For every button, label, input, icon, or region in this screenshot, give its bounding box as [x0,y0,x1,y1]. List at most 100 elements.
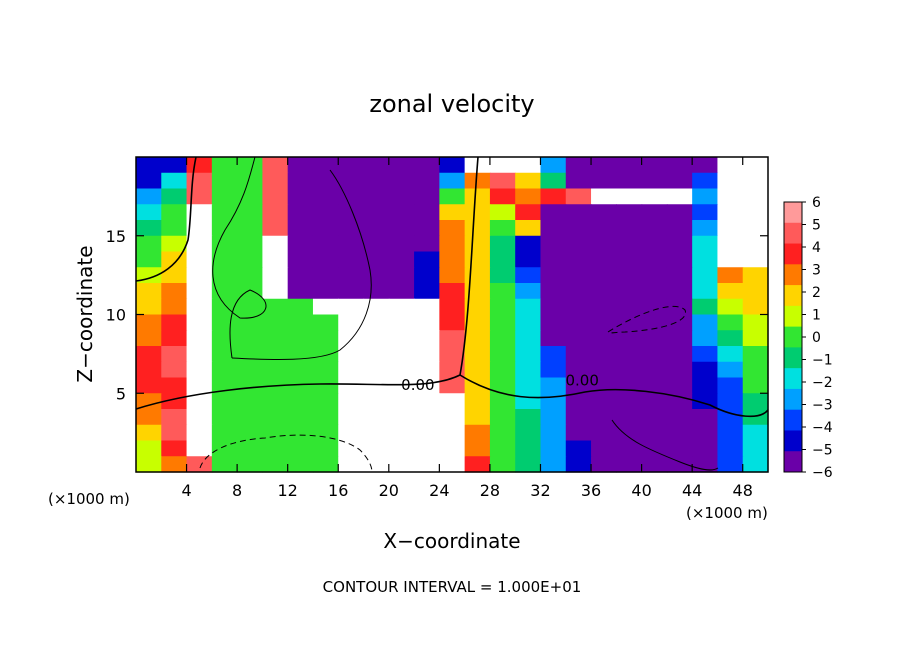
heatmap-cell [717,283,744,300]
heatmap-cell [161,377,188,394]
heatmap-cell [616,361,643,379]
heatmap-cell [666,204,693,221]
heatmap-cell [186,409,213,426]
heatmap-cell [464,172,491,190]
heatmap-cell [439,204,466,221]
heatmap-cell [312,314,339,331]
heatmap-cell [312,267,339,284]
heatmap-cell [717,251,744,268]
heatmap-cell [161,456,188,473]
heatmap-cell [565,188,592,205]
heatmap-cell [414,393,440,410]
colorbar-swatch [784,222,802,245]
heatmap-cell [237,267,263,284]
zero-contour-line [135,156,479,410]
heatmap-cell [540,220,567,237]
heatmap-cell [692,377,719,394]
heatmap-cell [591,393,617,410]
heatmap-cell [717,456,744,473]
heatmap-cell [591,188,617,205]
heatmap-cell [237,314,263,331]
heatmap-cell [666,251,693,268]
heatmap-cell [515,424,542,442]
heatmap-cell [616,330,643,347]
heatmap-cell [742,377,769,394]
heatmap-cell [237,361,263,379]
colorbar-tick-label: −1 [812,353,833,369]
heatmap-cell [540,409,567,426]
contour-labels: 0.00 0.00 [401,371,599,394]
heatmap-cell [515,330,542,347]
heatmap-cell [312,377,339,394]
heatmap-cell [692,220,719,237]
heatmap-cell [540,424,567,442]
colorbar-tick-label: 6 [812,195,821,211]
heatmap-cell [312,424,339,442]
heatmap-cell [186,393,213,410]
heatmap-cell [515,298,542,316]
heatmap-cell [692,409,719,426]
heatmap-cell [717,361,744,379]
heatmap-cell [363,188,390,205]
x-unit-note-right: (×1000 m) [686,504,768,522]
heatmap-cell [742,409,769,426]
heatmap-cell [136,361,162,379]
heatmap-cell [616,440,643,457]
heatmap-cell [312,251,339,268]
heatmap-cell [237,330,263,347]
heatmap-cell [237,283,263,300]
heatmap-cell [717,220,744,237]
heatmap-cell [591,298,617,316]
heatmap-cell [312,157,339,174]
heatmap-cell [641,377,668,394]
heatmap-cell [414,251,440,268]
heatmap-cell [312,346,339,363]
heatmap-cell [464,424,491,442]
heatmap-cell [338,251,365,268]
heatmap-cell [388,251,415,268]
heatmap-cell [439,330,466,347]
heatmap-cell [414,172,440,190]
heatmap-cell [287,283,314,300]
heatmap-cell [237,298,263,316]
heatmap-cell [666,440,693,457]
heatmap-cell [262,204,289,221]
heatmap-cell [616,314,643,331]
x-tick-label: 28 [480,481,500,500]
heatmap-cell [692,283,719,300]
heatmap-cell [312,188,339,205]
heatmap-cell [666,172,693,190]
heatmap-cell [287,456,314,473]
heatmap-cell [287,220,314,237]
heatmap-cell [287,235,314,253]
heatmap-cell [312,361,339,379]
heatmap-cell [338,330,365,347]
heatmap-cell [641,298,668,316]
heatmap-cell [186,314,213,331]
heatmap-cell [666,393,693,410]
heatmap-cell [641,409,668,426]
heatmap-cell [237,393,263,410]
heatmap-cell [186,456,213,473]
heatmap-cell [136,283,162,300]
heatmap-cell [641,330,668,347]
heatmap-cell [262,172,289,190]
heatmap-cell [414,361,440,379]
heatmap-cell [591,235,617,253]
colorbar-swatch [784,243,802,265]
heatmap-cell [515,440,542,457]
heatmap-cell [439,188,466,205]
heatmap-cell [338,204,365,221]
heatmap-cell [439,377,466,394]
heatmap-cell [211,346,238,363]
heatmap-cell [338,172,365,190]
x-tick-label: 48 [733,481,753,500]
heatmap-cell [363,409,390,426]
heatmap-cell [591,172,617,190]
heatmap-cell [186,330,213,347]
heatmap-cell [363,157,390,174]
heatmap-cell [237,377,263,394]
contour-label: 0.00 [565,371,598,389]
heatmap-cell [338,314,365,331]
heatmap-cell [414,346,440,363]
